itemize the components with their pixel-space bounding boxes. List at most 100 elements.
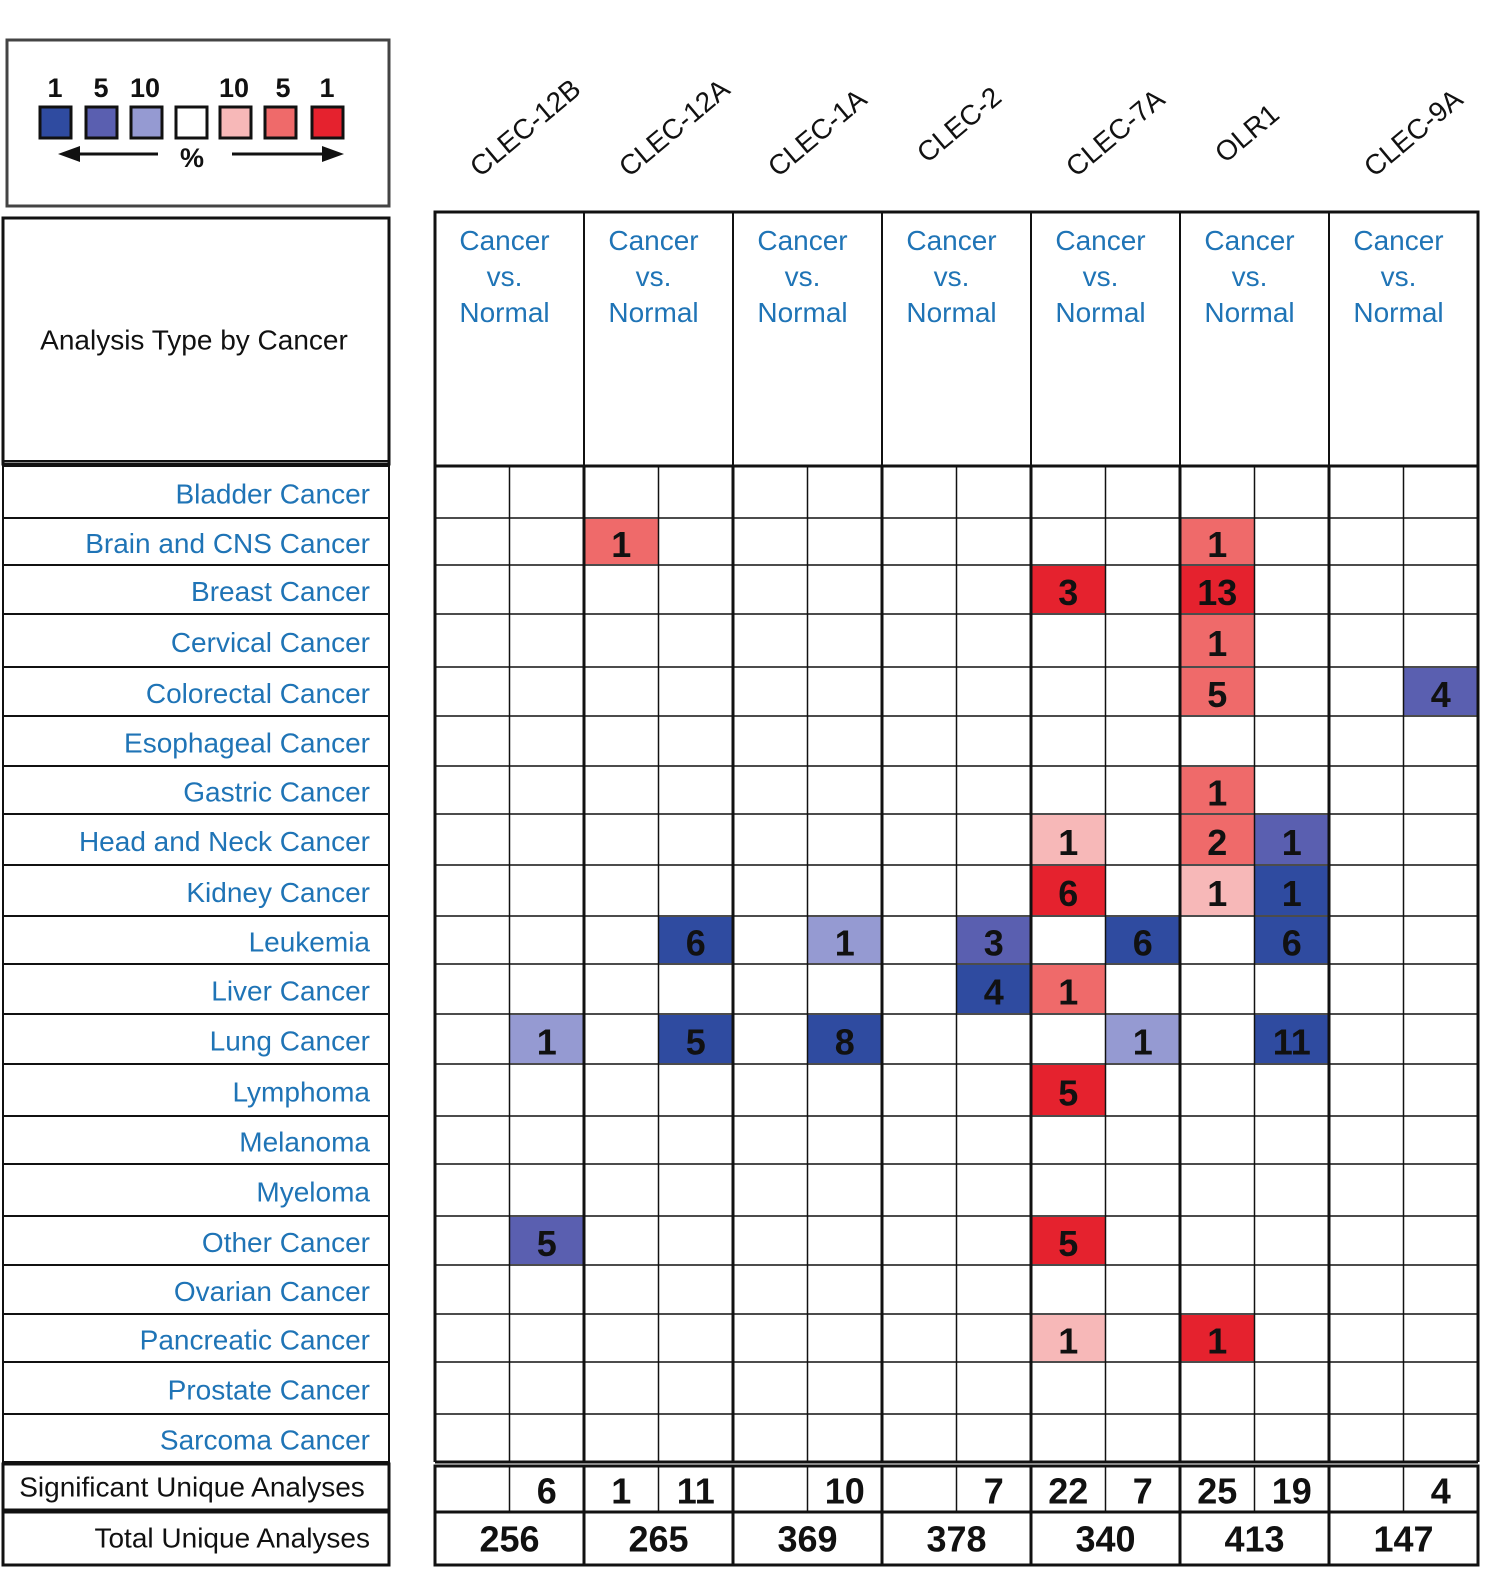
legend-label: 10 [219, 73, 249, 103]
cell-brain-and-cns-cancer-olr1-up [1180, 519, 1255, 564]
comparison-label-clec-2: Normal [906, 297, 996, 328]
cell-colorectal-cancer-clec-9a-down [1403, 668, 1478, 715]
row-label-bladder-cancer: Bladder Cancer [175, 479, 370, 510]
row-label-brain-and-cns-cancer: Brain and CNS Cancer [85, 528, 370, 559]
row-label-sarcoma-cancer: Sarcoma Cancer [160, 1425, 370, 1456]
cell-gastric-cancer-olr1-up [1180, 767, 1255, 813]
cell-value: 1 [1058, 972, 1078, 1013]
cell-kidney-cancer-olr1-down [1254, 866, 1329, 915]
legend-swatches [38, 105, 345, 140]
gene-label-clec-7a: CLEC-7A [1060, 83, 1171, 183]
legend-swatch-down-1 [38, 105, 73, 140]
comparison-label-clec-9a: vs. [1381, 261, 1417, 292]
cell-value: 1 [1207, 1321, 1227, 1362]
cell-pancreatic-cancer-olr1-up [1180, 1315, 1255, 1361]
legend-label: 5 [275, 73, 290, 103]
cell-value: 1 [1207, 773, 1227, 814]
cell-cervical-cancer-olr1-up [1180, 615, 1255, 666]
cell-leukemia-clec-12a-down [658, 917, 733, 963]
gene-labels: CLEC-12B CLEC-12A CLEC-1A CLEC-2 CLEC-7A OLR1… [464, 73, 1469, 183]
cell-value: 6 [1133, 923, 1153, 964]
cell-value: 5 [537, 1223, 557, 1264]
row-label-pancreatic-cancer: Pancreatic Cancer [140, 1325, 370, 1356]
cell-value: 4 [1431, 674, 1451, 715]
comparison-label-clec-7a: vs. [1083, 261, 1119, 292]
cell-value: 1 [835, 923, 855, 964]
total-clec-12a: 265 [628, 1519, 688, 1560]
cell-value: 5 [1058, 1073, 1078, 1114]
significant-up-olr1: 25 [1197, 1471, 1237, 1512]
cell-breast-cancer-clec-7a-up [1031, 566, 1106, 613]
gene-label-clec-12b: CLEC-12B [464, 73, 586, 183]
legend-unit: % [180, 143, 204, 173]
cell-value: 1 [1058, 1321, 1078, 1362]
cell-value: 3 [984, 923, 1004, 964]
significant-down-clec-12b: 6 [537, 1471, 557, 1512]
comparison-label-clec-9a: Cancer [1353, 225, 1443, 256]
cell-other-cancer-clec-7a-up [1031, 1217, 1106, 1264]
cell-breast-cancer-olr1-up [1180, 566, 1255, 613]
row-label-myeloma: Myeloma [256, 1177, 370, 1208]
legend-arrowhead-right-icon [322, 146, 344, 162]
row-header-title: Analysis Type by Cancer [40, 325, 348, 356]
gene-label-clec-12a: CLEC-12A [613, 73, 736, 183]
row-label-ovarian-cancer: Ovarian Cancer [174, 1276, 370, 1307]
comparison-label-clec-12a: vs. [636, 261, 672, 292]
legend-swatch-up-10 [218, 105, 253, 140]
cell-leukemia-clec-7a-down [1105, 917, 1180, 963]
legend-swatch-up-5 [263, 105, 298, 140]
cell-head-and-neck-cancer-olr1-up [1180, 815, 1255, 864]
cell-lymphoma-clec-7a-up [1031, 1065, 1106, 1115]
gene-label-olr1: OLR1 [1209, 98, 1285, 169]
row-label-box [2, 1413, 390, 1463]
comparison-label-clec-12b: Normal [459, 297, 549, 328]
significant-down-clec-7a: 7 [1133, 1471, 1153, 1512]
cell-pancreatic-cancer-clec-7a-up [1031, 1315, 1106, 1361]
cell-value: 8 [835, 1022, 855, 1063]
row-label-gastric-cancer: Gastric Cancer [183, 777, 370, 808]
legend-label: 1 [47, 73, 62, 103]
cell-value: 1 [1207, 623, 1227, 664]
comparison-label-clec-7a: Cancer [1055, 225, 1145, 256]
total-clec-9a: 147 [1373, 1519, 1433, 1560]
cell-kidney-cancer-clec-7a-up [1031, 866, 1106, 915]
cell-brain-and-cns-cancer-clec-12a-up [584, 519, 659, 564]
row-label-breast-cancer: Breast Cancer [191, 576, 370, 607]
cell-value: 1 [1058, 822, 1078, 863]
total-clec-2: 378 [926, 1519, 986, 1560]
cell-lung-cancer-clec-7a-down [1105, 1015, 1180, 1063]
cell-value: 3 [1058, 572, 1078, 613]
row-label-cervical-cancer: Cervical Cancer [171, 627, 370, 658]
cell-leukemia-olr1-down [1254, 917, 1329, 963]
significant-down-clec-1a: 10 [825, 1471, 865, 1512]
legend-frame [5, 38, 391, 208]
cell-liver-cancer-clec-2-down [956, 965, 1031, 1013]
significant-label: Significant Unique Analyses [19, 1472, 365, 1503]
row-label-esophageal-cancer: Esophageal Cancer [124, 728, 370, 759]
legend-labels: 1 5 10 10 5 1 [47, 73, 334, 103]
column-headers: Cancer vs. Normal Cancer vs. Normal Cancer vs. N… [433, 210, 1480, 468]
cell-liver-cancer-clec-7a-up [1031, 965, 1106, 1013]
cell-colorectal-cancer-olr1-up [1180, 668, 1255, 715]
row-label-prostate-cancer: Prostate Cancer [168, 1375, 370, 1406]
cell-head-and-neck-cancer-olr1-down [1254, 815, 1329, 864]
cell-lung-cancer-clec-12b-down [509, 1015, 584, 1063]
gene-label-clec-9a: CLEC-9A [1358, 83, 1469, 183]
total-clec-7a: 340 [1075, 1519, 1135, 1560]
row-label-other-cancer: Other Cancer [202, 1227, 370, 1258]
total-label: Total Unique Analyses [94, 1523, 370, 1554]
cell-value: 1 [611, 524, 631, 565]
row-label-head-and-neck-cancer: Head and Neck Cancer [79, 826, 370, 857]
significant-up-clec-12a: 1 [611, 1471, 631, 1512]
cell-value: 6 [1282, 923, 1302, 964]
row-label-leukemia: Leukemia [249, 927, 371, 958]
significant-down-clec-2: 7 [984, 1471, 1004, 1512]
comparison-label-olr1: Normal [1204, 297, 1294, 328]
cell-value: 5 [1207, 674, 1227, 715]
legend-swatch-neutral [174, 105, 209, 140]
comparison-label-olr1: vs. [1232, 261, 1268, 292]
total-label-frame [1, 1510, 391, 1567]
